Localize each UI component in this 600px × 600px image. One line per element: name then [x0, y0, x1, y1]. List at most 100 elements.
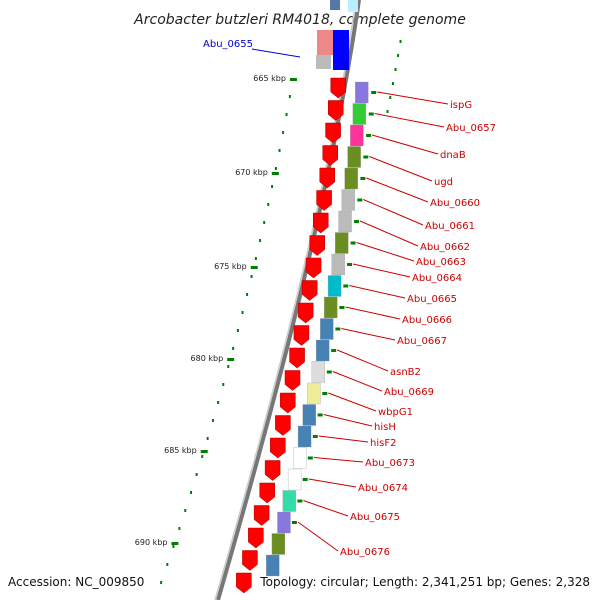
leader-line: [341, 328, 396, 341]
cog-block: [287, 468, 302, 491]
gene-label: Abu_0676: [340, 547, 390, 558]
gene-label: Abu_0663: [416, 257, 466, 268]
label-tick: [312, 435, 318, 438]
kbp-tick: [227, 358, 235, 361]
leader-line: [366, 177, 429, 203]
leader-line: [251, 48, 301, 58]
gene-arrow: [293, 325, 310, 346]
cog-block: [307, 382, 321, 405]
gene-label: Abu_0655: [203, 39, 253, 50]
dot-mark: [217, 401, 220, 404]
inner-dotted-circle: [160, 95, 291, 584]
dot-mark: [389, 96, 392, 99]
gene-label: Abu_0673: [365, 458, 415, 469]
gene-arrow: [248, 527, 264, 549]
gene-label: asnB2: [390, 367, 421, 378]
gene-arrow: [309, 235, 325, 256]
gene-label: Abu_0662: [420, 242, 470, 253]
gene-label: ugd: [434, 177, 453, 188]
gene-label: Abu_0674: [358, 483, 408, 494]
dot-mark: [232, 347, 235, 350]
gene-arrow: [280, 392, 296, 414]
gene-track: [236, 0, 358, 594]
dot-mark: [285, 113, 288, 116]
dot-mark: [288, 95, 291, 98]
kbp-tick: [250, 266, 258, 269]
dot-mark: [160, 581, 163, 584]
dot-mark: [178, 527, 181, 530]
gene-label: Abu_0657: [446, 123, 496, 134]
cog-block: [338, 210, 352, 233]
label-tick: [360, 177, 366, 180]
cog-block: [352, 103, 367, 125]
cog-block: [347, 146, 361, 168]
dot-mark: [195, 473, 198, 476]
cog-block: [302, 404, 316, 426]
leader-line: [332, 371, 383, 392]
label-tick: [291, 521, 297, 524]
kbp-tick: [289, 78, 297, 81]
label-tick: [339, 306, 345, 309]
label-tick: [317, 413, 323, 417]
label-tick: [363, 155, 369, 159]
leader-line: [369, 156, 433, 182]
dot-mark: [278, 149, 281, 152]
dot-mark: [271, 185, 274, 188]
gene-arrow: [325, 122, 341, 144]
kbp-label: 670 kbp: [235, 168, 268, 177]
gene-arrow: [275, 415, 291, 436]
dot-mark: [259, 239, 262, 242]
gene-arrow: [319, 167, 336, 189]
gene-label: Abu_0667: [397, 336, 447, 347]
cog-block: [324, 296, 338, 319]
cog-block: [331, 253, 345, 276]
label-tick: [297, 499, 303, 503]
leader-line: [349, 285, 406, 299]
label-tick: [302, 478, 308, 481]
dot-mark: [282, 131, 285, 134]
kbp-tick: [200, 450, 208, 453]
dot-mark: [172, 545, 175, 548]
gene-arrow: [297, 302, 314, 324]
cog-block: [297, 425, 312, 448]
leader-line: [328, 392, 377, 412]
label-tick: [322, 392, 328, 395]
cog-block: [355, 81, 369, 104]
map-title: Arcobacter butzleri RM4018, complete gen…: [133, 12, 466, 28]
dot-mark: [211, 419, 214, 422]
kbp-label: 690 kbp: [135, 538, 168, 547]
gene-arrow: [270, 437, 286, 459]
gene-label: Abu_0675: [350, 512, 400, 523]
gene-arrow: [316, 190, 332, 211]
outer-dotted-circle: [386, 40, 402, 113]
gene-arrow: [312, 212, 329, 234]
leader-line: [374, 113, 445, 128]
leader-line: [356, 242, 415, 262]
kbp-tick: [271, 172, 279, 175]
label-tick: [335, 327, 341, 331]
gene-arrow: [301, 280, 318, 301]
dot-mark: [236, 329, 239, 332]
kbp-tick: [171, 542, 179, 545]
cog-block: [320, 318, 334, 340]
kbp-label: 685 kbp: [164, 446, 197, 455]
dot-mark: [184, 509, 187, 512]
gene-label: hisH: [374, 422, 396, 433]
dot-mark: [397, 54, 400, 57]
dot-mark: [386, 110, 389, 113]
gene-label: dnaB: [440, 150, 466, 161]
gene-label: Abu_0660: [430, 198, 480, 209]
kbp-scale: 665 kbp 670 kbp 675 kbp 680 kbp 685 kbp 690 k…: [135, 74, 297, 547]
gene-block: [317, 30, 333, 55]
cog-block: [315, 339, 330, 362]
leader-line: [323, 414, 373, 427]
cog-block: [277, 511, 291, 534]
cog-track: [266, 81, 369, 577]
dot-mark: [254, 257, 257, 260]
gene-label: wbpG1: [378, 407, 413, 418]
leader-line: [318, 435, 369, 443]
gene-label: Abu_0665: [407, 294, 457, 305]
dot-mark: [250, 275, 253, 278]
